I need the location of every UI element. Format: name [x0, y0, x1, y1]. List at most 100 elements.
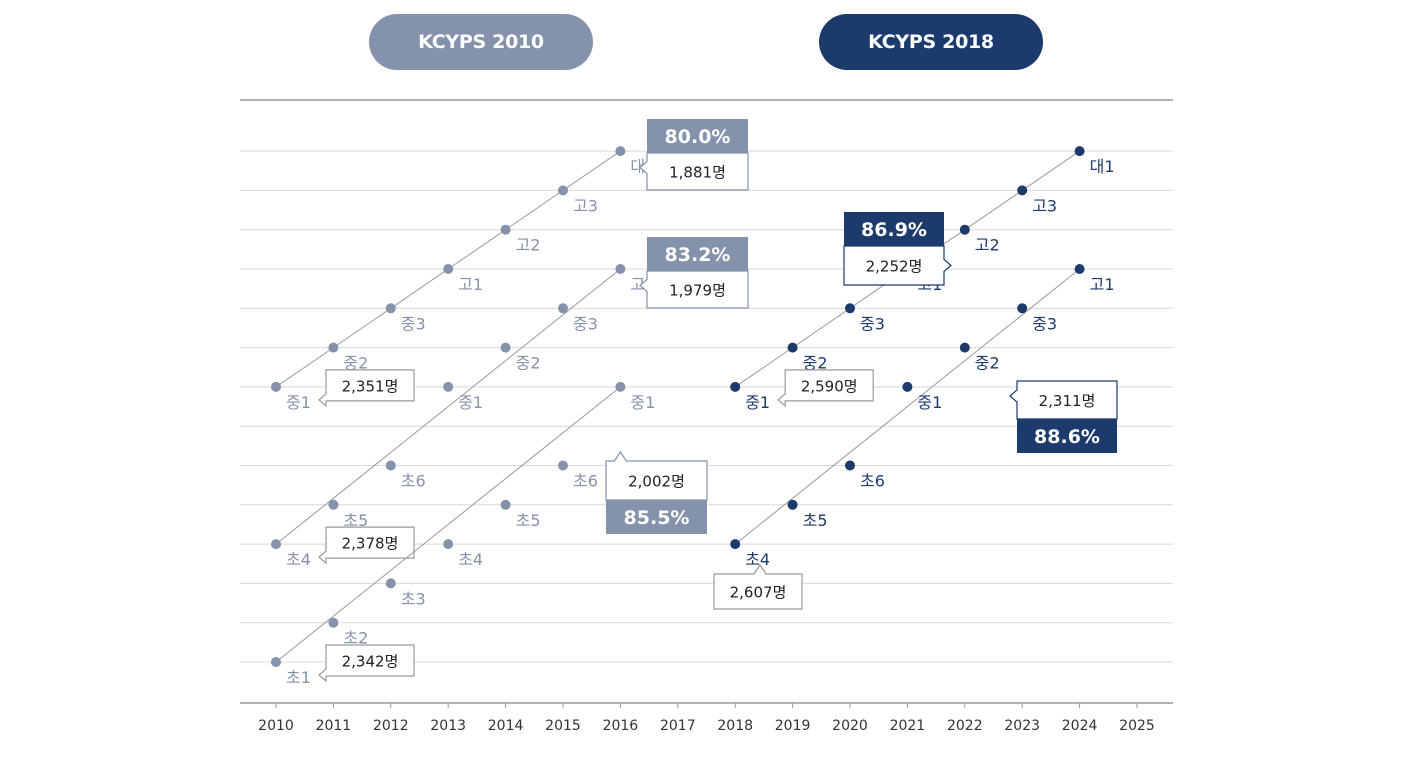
grade-label: 초4 [458, 550, 483, 569]
retention-badge [1017, 419, 1117, 453]
data-point [500, 342, 511, 353]
data-point [615, 146, 626, 157]
data-point [271, 539, 281, 550]
data-point [328, 617, 339, 628]
data-point [615, 264, 626, 274]
grade-label: 초4 [286, 550, 311, 569]
grade-label: 중3 [1032, 314, 1057, 333]
retention-badge [844, 212, 944, 246]
data-point [500, 499, 511, 510]
retention-value: 85.5% [624, 507, 690, 529]
grade-label: 초4 [745, 550, 770, 569]
series-line [275, 268, 621, 545]
grade-label: 중3 [860, 314, 885, 333]
data-point [385, 578, 396, 589]
grade-label: 초6 [401, 472, 426, 491]
data-point [959, 224, 970, 235]
grade-label: 고2 [516, 236, 541, 255]
grade-label: 초5 [803, 511, 828, 530]
data-point [385, 460, 396, 471]
series-line [734, 268, 1080, 545]
x-tick-label: 2017 [660, 718, 696, 734]
data-point [845, 303, 855, 314]
grade-label: 고1 [458, 275, 483, 294]
data-point [328, 342, 339, 353]
x-tick-label: 2014 [488, 718, 524, 734]
start-count-callout: 2,342명 [318, 644, 415, 683]
grade-label: 초2 [343, 629, 368, 648]
grade-label: 중1 [458, 393, 483, 412]
count-box [318, 644, 415, 683]
retention-badge [647, 237, 748, 271]
count-value: 2,342명 [342, 653, 399, 671]
grade-label: 중2 [343, 354, 368, 373]
data-point [615, 381, 626, 392]
data-point [1074, 146, 1085, 157]
x-tick-label: 2015 [545, 718, 581, 734]
count-value: 2,607명 [730, 584, 787, 602]
data-point [558, 185, 568, 196]
x-tick-label: 2019 [775, 718, 811, 734]
retention-value: 86.9% [861, 219, 927, 241]
grade-label: 중1 [917, 393, 942, 412]
count-box [843, 245, 952, 286]
x-tick-label: 2016 [603, 718, 639, 734]
count-box [318, 369, 415, 408]
retention-value: 80.0% [665, 126, 731, 148]
data-point [1017, 185, 1028, 196]
retention-value: 88.6% [1034, 426, 1100, 448]
data-point [730, 539, 741, 550]
grade-label: 초1 [286, 668, 311, 687]
data-point [787, 499, 798, 510]
retention-badge [647, 119, 748, 153]
data-point [845, 460, 855, 471]
grade-label: 고2 [975, 236, 1000, 255]
x-tick-label: 2011 [316, 718, 352, 734]
count-value: 2,590명 [801, 377, 858, 395]
count-box [777, 369, 874, 408]
retention-value: 83.2% [665, 244, 731, 266]
start-count-callout: 2,590명 [777, 369, 874, 408]
grade-label: 초3 [401, 589, 426, 608]
count-box [639, 270, 749, 309]
grade-label: 중1 [745, 393, 770, 412]
x-tick-label: 2012 [373, 718, 409, 734]
start-count-callout: 2,351명 [318, 369, 415, 408]
count-value: 1,979명 [669, 282, 726, 300]
kcyps-2018-label: KCYPS 2018 [819, 14, 1043, 70]
data-point [1074, 264, 1085, 274]
data-point [328, 499, 339, 510]
count-value: 2,311명 [1039, 392, 1096, 410]
kcyps-2010-label: KCYPS 2010 [369, 14, 593, 70]
count-value: 2,252명 [866, 258, 923, 276]
end-count-callout: 83.2% 1,979명 [639, 237, 749, 309]
x-tick-label: 2021 [890, 718, 926, 734]
grade-label: 중3 [401, 314, 426, 333]
data-point [271, 381, 281, 392]
data-point [443, 381, 454, 392]
grade-label: 대1 [1090, 157, 1115, 176]
data-point [730, 381, 741, 392]
data-point [959, 342, 970, 353]
grade-label: 고1 [1090, 275, 1115, 294]
start-count-callout: 2,607명 [713, 563, 803, 610]
data-point [443, 264, 454, 274]
x-tick-label: 2018 [717, 718, 753, 734]
data-point [271, 657, 281, 667]
data-point [443, 539, 454, 550]
count-box [713, 563, 803, 610]
grade-label: 고3 [1032, 196, 1057, 215]
grade-label: 중1 [630, 393, 655, 412]
count-value: 2,002명 [628, 473, 685, 491]
data-point [500, 224, 511, 235]
data-point [385, 303, 396, 314]
x-tick-label: 2010 [258, 718, 294, 734]
end-count-callout: 88.6% 2,311명 [1009, 380, 1118, 453]
grade-label: 중2 [516, 354, 541, 373]
count-box [1009, 380, 1118, 420]
count-box [605, 450, 708, 501]
data-point [787, 342, 798, 353]
count-value: 1,881명 [669, 164, 726, 182]
grade-label: 중3 [573, 314, 598, 333]
series-line [275, 386, 621, 663]
